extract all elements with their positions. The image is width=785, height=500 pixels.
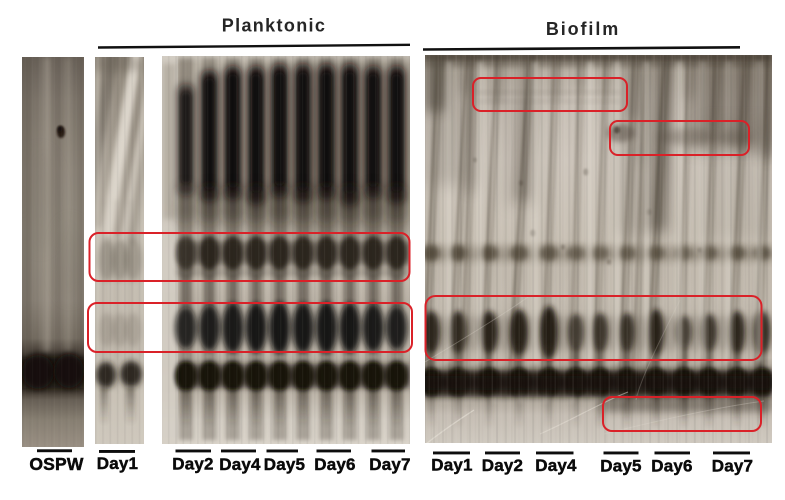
svg-text:Day1: Day1 bbox=[431, 456, 472, 475]
svg-text:Day2: Day2 bbox=[172, 455, 213, 474]
svg-text:Day6: Day6 bbox=[651, 457, 692, 476]
svg-text:Day7: Day7 bbox=[712, 457, 753, 476]
svg-text:Day6: Day6 bbox=[314, 455, 355, 474]
svg-text:Day2: Day2 bbox=[482, 456, 523, 475]
svg-text:Day5: Day5 bbox=[264, 455, 305, 474]
svg-text:Planktonic: Planktonic bbox=[222, 16, 327, 36]
svg-text:Day5: Day5 bbox=[600, 457, 641, 476]
svg-text:OSPW: OSPW bbox=[29, 454, 84, 474]
svg-text:Biofilm: Biofilm bbox=[546, 19, 620, 39]
svg-text:Day7: Day7 bbox=[369, 455, 410, 474]
svg-text:Day4: Day4 bbox=[219, 455, 261, 474]
svg-text:Day1: Day1 bbox=[97, 454, 138, 473]
svg-text:Day4: Day4 bbox=[535, 456, 577, 475]
